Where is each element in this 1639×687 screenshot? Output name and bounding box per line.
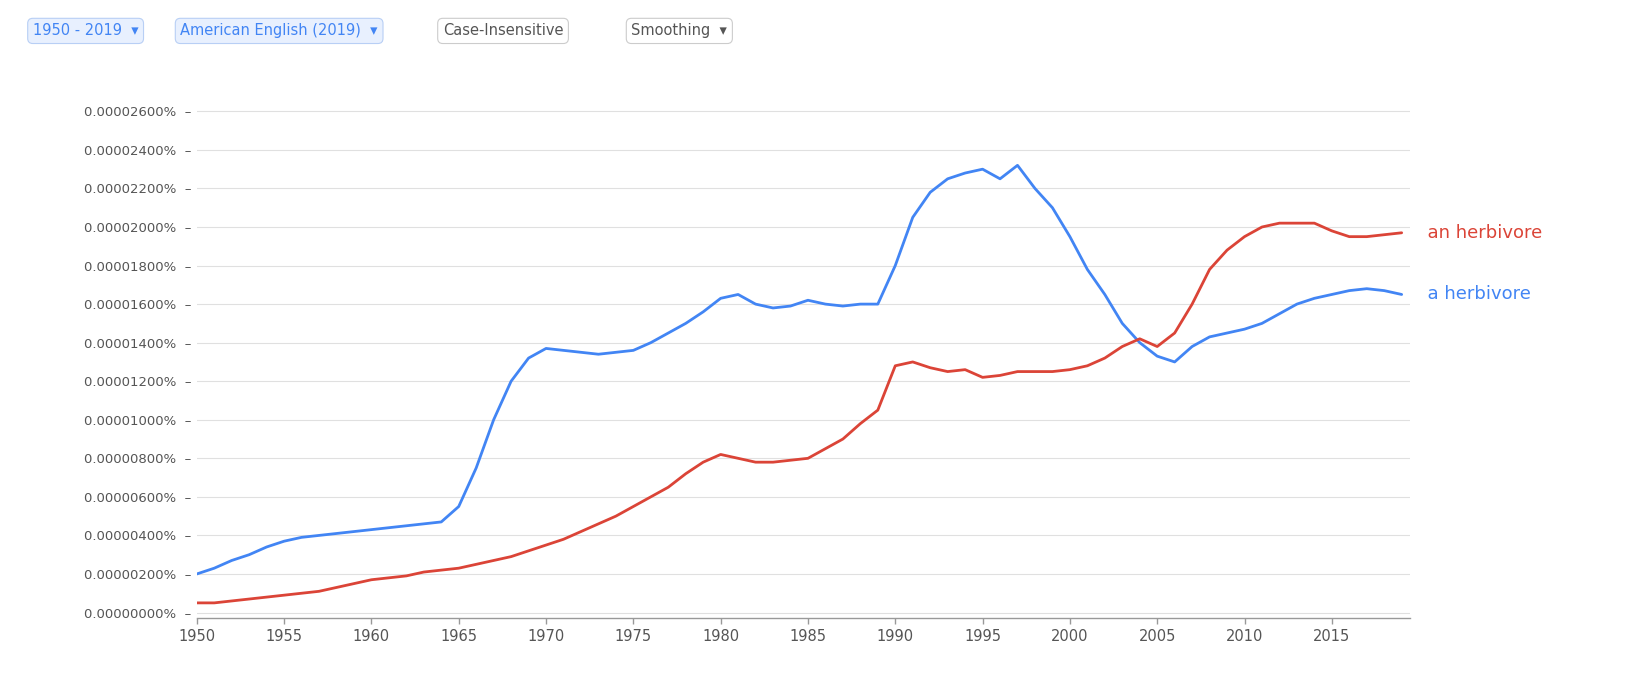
Text: Case-Insensitive: Case-Insensitive <box>443 23 562 38</box>
Text: a herbivore: a herbivore <box>1414 286 1529 304</box>
Text: 1950 - 2019  ▾: 1950 - 2019 ▾ <box>33 23 138 38</box>
Text: an herbivore: an herbivore <box>1414 224 1541 242</box>
Text: American English (2019)  ▾: American English (2019) ▾ <box>180 23 377 38</box>
Text: Smoothing  ▾: Smoothing ▾ <box>631 23 726 38</box>
